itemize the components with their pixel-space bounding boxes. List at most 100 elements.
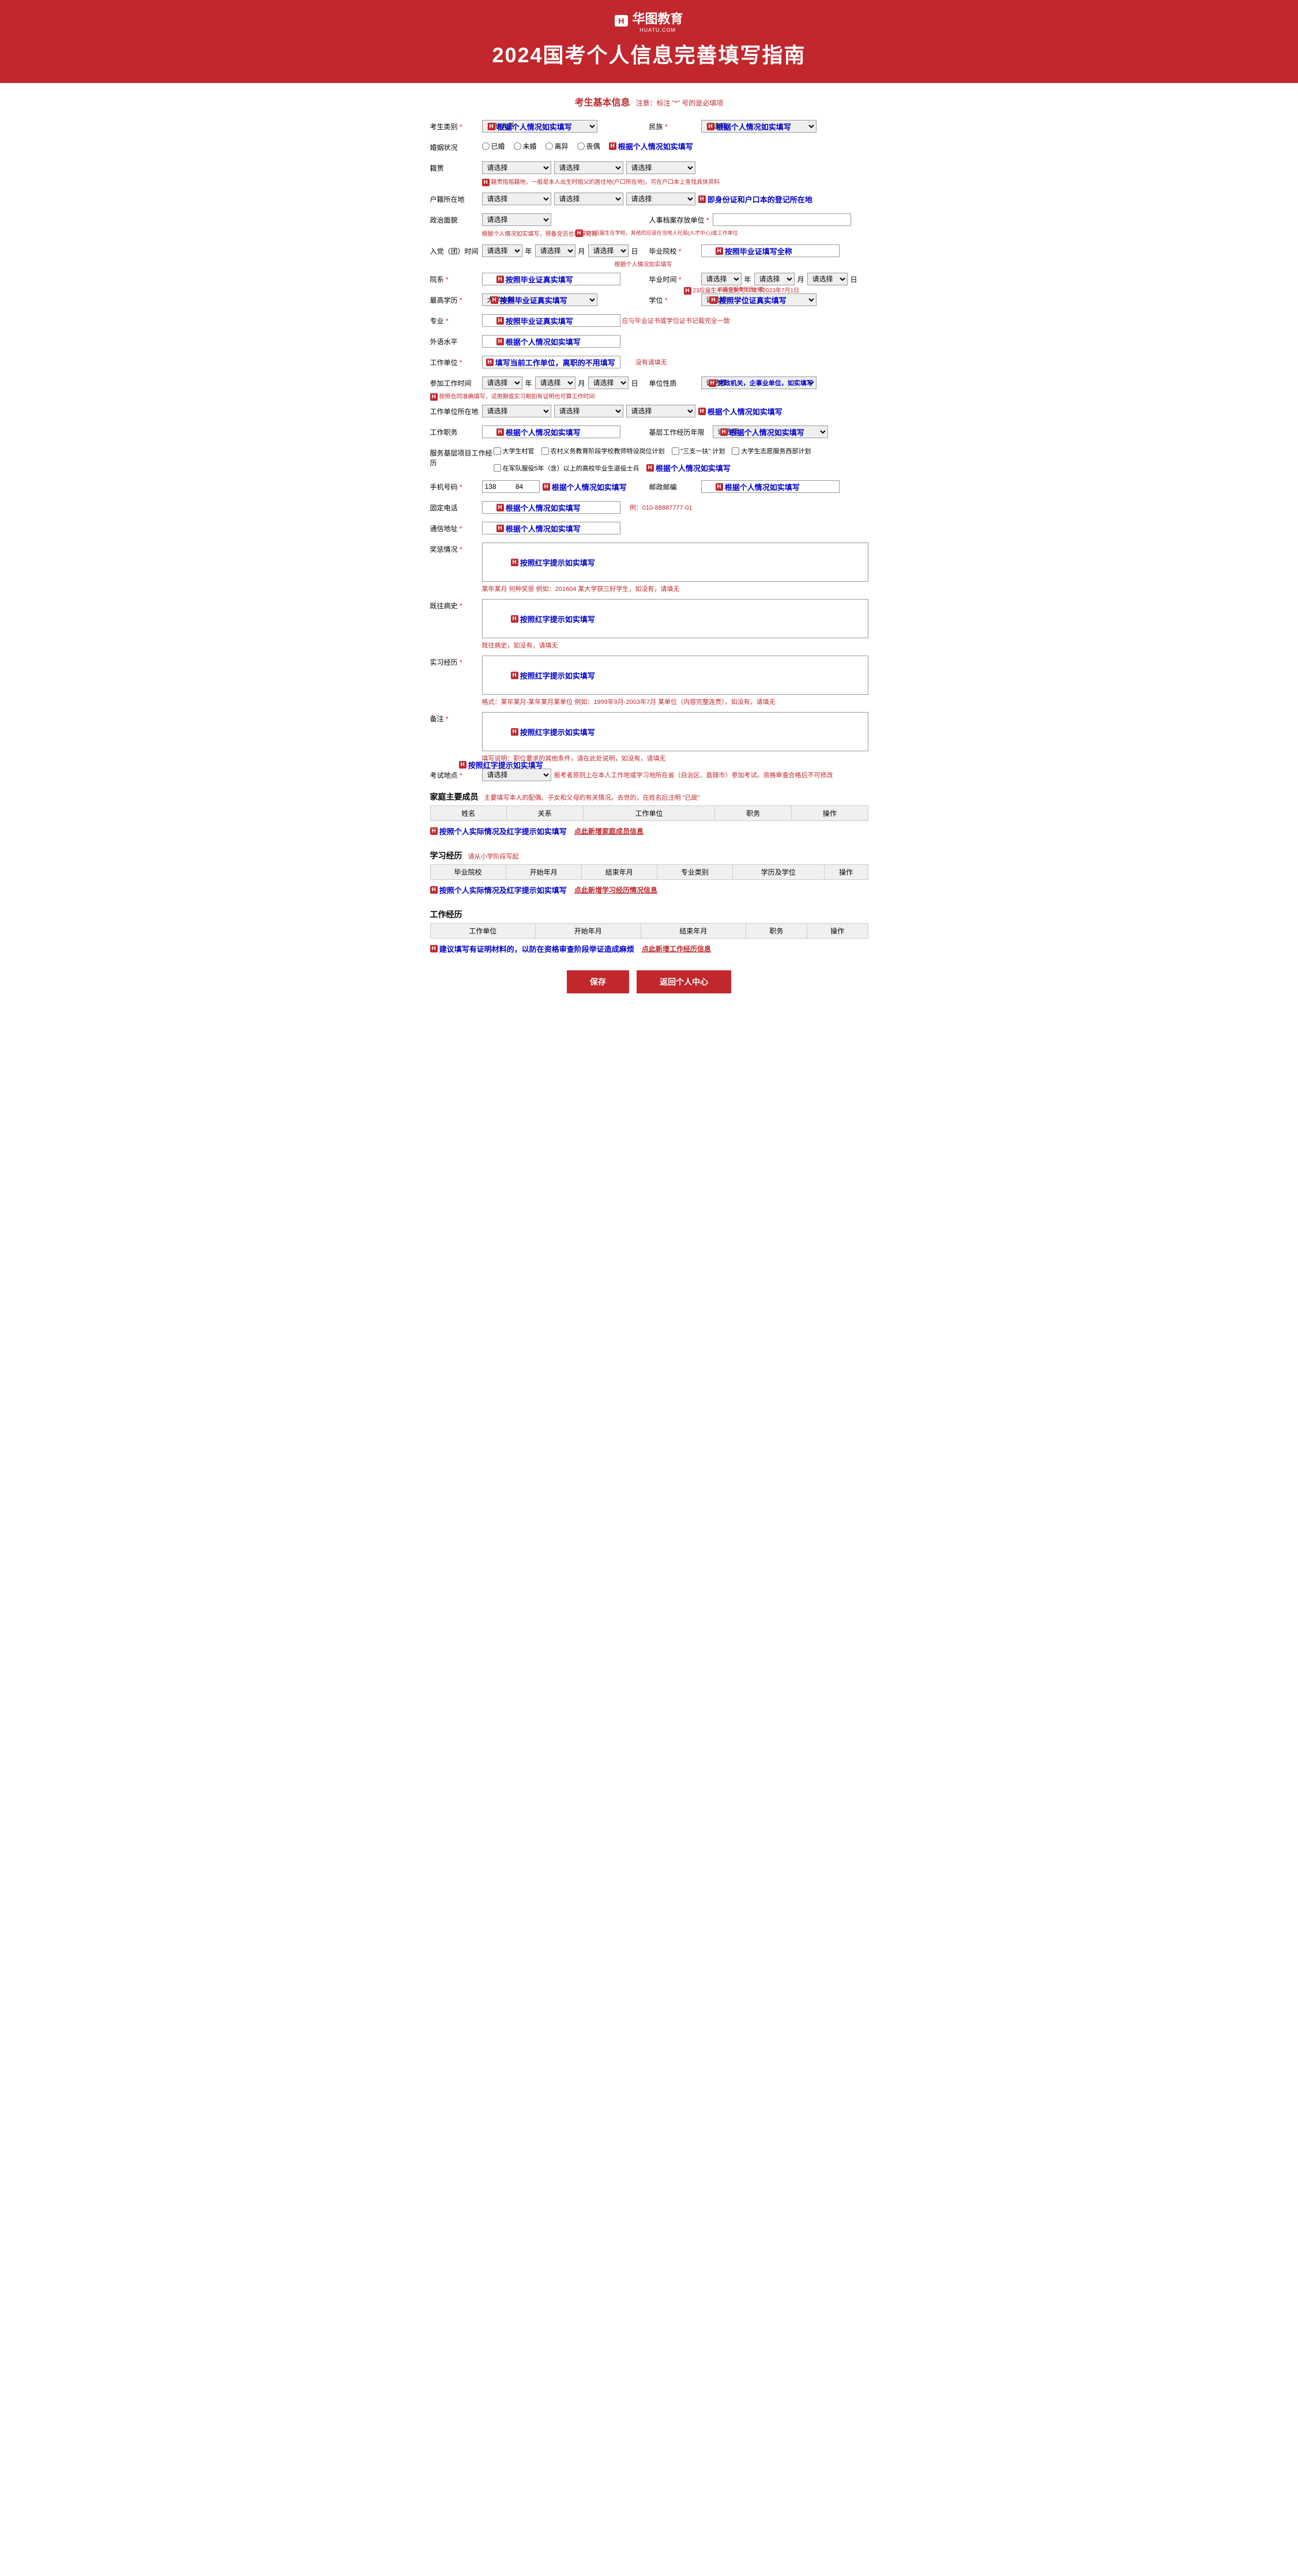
note-awards: 某年某月 何种奖惩 例如：201604 某大学获三好学生，如没有，请填无 bbox=[482, 584, 868, 593]
cb-proj-3[interactable] bbox=[732, 447, 739, 455]
radio-single[interactable] bbox=[514, 142, 521, 150]
hint-lang: H根据个人情况如实填写 bbox=[496, 336, 581, 347]
radio-married[interactable] bbox=[482, 142, 490, 150]
radio-marriage: 已婚 未婚 离异 丧偶 H根据个人情况如实填写 bbox=[482, 141, 868, 152]
hint-dept: H按照毕业证真实填写 bbox=[496, 274, 573, 285]
select-hukou-3[interactable]: 请选择 bbox=[626, 193, 695, 205]
hint-awards: H按照红字提示如实填写 bbox=[511, 557, 595, 568]
label-intern: 实习经历 bbox=[430, 656, 482, 667]
note-phone: 例：010-88887777-01 bbox=[630, 503, 693, 512]
hint-edu: H按照毕业证真实填写 bbox=[491, 295, 567, 306]
select-work-y[interactable]: 请选择 bbox=[482, 376, 522, 389]
label-base-proj: 服务基层项目工作经历 bbox=[430, 446, 494, 468]
hint-intern: H按照红字提示如实填写 bbox=[511, 670, 595, 681]
select-hukou-2[interactable]: 请选择 bbox=[554, 193, 623, 205]
label-edu: 最高学历 bbox=[430, 293, 482, 305]
select-grad-m[interactable]: 请选择 bbox=[754, 273, 795, 285]
label-grad-school: 毕业院校 bbox=[649, 244, 701, 256]
link-add-work[interactable]: 点此新增工作经历信息 bbox=[642, 944, 711, 954]
select-unitloc-1[interactable]: 请选择 bbox=[482, 405, 551, 417]
label-phone: 固定电话 bbox=[430, 501, 482, 513]
label-ethnic: 民族 bbox=[649, 120, 701, 131]
cb-proj-1[interactable] bbox=[541, 447, 549, 455]
table-family: 姓名关系工作单位职务操作 bbox=[430, 805, 868, 821]
note-work-date: H 按照合同准确填写，试用期或实习期如有证明也可算工作时间 bbox=[430, 391, 868, 400]
hint-ethnic: H根据个人情况如实填写 bbox=[707, 121, 791, 132]
label-mobile: 手机号码 bbox=[430, 480, 482, 492]
link-add-study[interactable]: 点此新增学习经历情况信息 bbox=[574, 885, 657, 895]
label-unit-loc: 工作单位所在地 bbox=[430, 405, 482, 416]
label-base-years: 基层工作经历年限 bbox=[649, 425, 713, 437]
cb-proj-2[interactable] bbox=[672, 447, 679, 455]
input-mobile[interactable] bbox=[482, 480, 540, 493]
input-archive[interactable] bbox=[713, 213, 851, 226]
hint-family-table: H按照个人实际情况及红字提示如实填写 点此新增家庭成员信息 bbox=[430, 826, 644, 837]
hint-exam-loc: H按照红字提示如实填写 bbox=[459, 759, 543, 770]
hint-unit-loc: H根据个人情况如实填写 bbox=[698, 406, 782, 417]
hint-degree: H按照学位证真实填写 bbox=[710, 295, 787, 306]
hint-marriage: H根据个人情况如实填写 bbox=[609, 141, 693, 152]
note-archive: H2023应届生在学校，其他的应该在当地人社局(人才中心)或工作单位 bbox=[575, 229, 738, 236]
note-major: 应与毕业证书或学位证书记载完全一致 bbox=[622, 316, 730, 325]
select-party-m[interactable]: 请选择 bbox=[535, 244, 575, 257]
label-work-date: 参加工作时间 bbox=[430, 376, 482, 388]
note-work-unit: 没有请填无 bbox=[635, 357, 667, 367]
label-postcode: 邮政邮编 bbox=[649, 480, 701, 492]
label-illness: 既往病史 bbox=[430, 599, 482, 611]
note-intern: 格式：某年某月-某年某月某单位 例如：1999年9月-2003年7月 某单位（内… bbox=[482, 697, 868, 706]
label-job-title: 工作职务 bbox=[430, 425, 482, 437]
note-degree-pre: 必须与报考学历一致 bbox=[717, 285, 764, 293]
note-native: H 籍贯指祖籍地，一般是本人出生时祖父的居住地(户口所在地)，可在户口本上查找具… bbox=[482, 177, 720, 186]
hint-mobile: H根据个人情况如实填写 bbox=[543, 481, 627, 492]
select-exam-loc[interactable]: 请选择 bbox=[482, 769, 551, 781]
label-archive: 人事档案存放单位 bbox=[649, 213, 713, 225]
hint-work-unit: H填写当前工作单位，离职的不用填写 bbox=[486, 357, 615, 368]
select-party-d[interactable]: 请选择 bbox=[588, 244, 629, 257]
select-work-d[interactable]: 请选择 bbox=[588, 376, 629, 389]
table-work-title: 工作经历 bbox=[430, 909, 868, 920]
select-party-y[interactable]: 请选择 bbox=[482, 244, 522, 257]
radio-widowed[interactable] bbox=[577, 142, 585, 150]
label-category: 考生类别 bbox=[430, 120, 482, 131]
save-button[interactable]: 保存 bbox=[567, 970, 629, 993]
label-major: 专业 bbox=[430, 314, 482, 326]
label-address: 通信地址 bbox=[430, 522, 482, 533]
label-dept: 院系 bbox=[430, 273, 482, 284]
select-native-2[interactable]: 请选择 bbox=[554, 161, 623, 174]
select-native-1[interactable]: 请选择 bbox=[482, 161, 551, 174]
label-unit-type: 单位性质 bbox=[649, 376, 701, 388]
select-unitloc-3[interactable]: 请选择 bbox=[626, 405, 695, 417]
select-grad-y[interactable]: 请选择 bbox=[701, 273, 742, 285]
label-politics: 政治面貌 bbox=[430, 213, 482, 225]
select-native-3[interactable]: 请选择 bbox=[626, 161, 695, 174]
select-unitloc-2[interactable]: 请选择 bbox=[554, 405, 623, 417]
hint-work-table: H建议填写有证明材料的，以防在资格审查阶段举证造成麻烦 点此新增工作经历信息 bbox=[430, 943, 712, 954]
radio-divorced[interactable] bbox=[545, 142, 553, 150]
hint-job-title: H根据个人情况如实填写 bbox=[496, 427, 581, 438]
select-work-m[interactable]: 请选择 bbox=[535, 376, 575, 389]
note-party-date: 根据个人情况如实填写 bbox=[615, 259, 868, 268]
label-degree: 学位 bbox=[649, 293, 701, 305]
label-work-unit: 工作单位 bbox=[430, 356, 482, 367]
hint-base-proj: H根据个人情况如实填写 bbox=[646, 462, 731, 473]
link-add-family[interactable]: 点此新增家庭成员信息 bbox=[574, 826, 644, 836]
hint-hukou: H即身份证和户口本的登记所在地 bbox=[698, 194, 812, 205]
cb-proj-4[interactable] bbox=[494, 464, 501, 472]
cb-proj-0[interactable] bbox=[494, 447, 501, 455]
label-hukou: 户籍所在地 bbox=[430, 193, 482, 204]
hint-postcode: H根据个人情况如实填写 bbox=[716, 481, 800, 492]
table-study-title: 学习经历请从小学阶段写起 bbox=[430, 850, 868, 861]
hint-study-table: H按照个人实际情况及红字提示如实填写 点此新增学习经历情况信息 bbox=[430, 884, 658, 895]
hint-grad-school: H按照毕业证填写全称 bbox=[716, 246, 792, 257]
label-party-date: 入党（团）时间 bbox=[430, 244, 482, 256]
label-lang: 外语水平 bbox=[430, 335, 482, 347]
table-family-title: 家庭主要成员主要填写本人的配偶、子女和父母的有关情况。去世的，在姓名后注明 "已… bbox=[430, 791, 868, 803]
select-politics[interactable]: 请选择 bbox=[482, 213, 551, 226]
hint-category: H根据个人情况如实填写 bbox=[488, 121, 572, 132]
select-grad-d[interactable]: 请选择 bbox=[807, 273, 848, 285]
back-button[interactable]: 返回个人中心 bbox=[637, 970, 731, 993]
hint-base-years: H根据个人情况如实填写 bbox=[720, 427, 804, 438]
header-banner: H 华图教育 HUATU.COM 2024国考个人信息完善填写指南 bbox=[0, 0, 1298, 83]
select-hukou-1[interactable]: 请选择 bbox=[482, 193, 551, 205]
hint-major: H按照毕业证真实填写 bbox=[496, 315, 573, 326]
